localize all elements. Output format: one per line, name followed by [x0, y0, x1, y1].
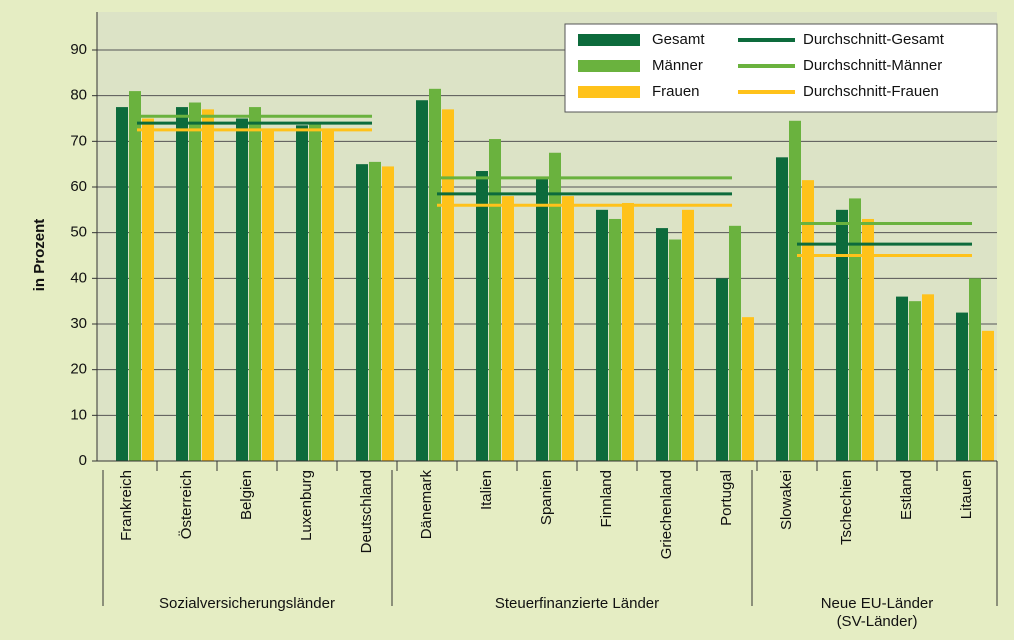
legend-label: Männer — [652, 57, 703, 74]
bar — [369, 161, 381, 461]
x-tick-label: Estland — [898, 470, 915, 520]
bar — [669, 239, 681, 461]
group-label: Neue EU-Länder (SV-Länder) — [820, 595, 934, 630]
bar — [416, 100, 428, 461]
bar — [656, 228, 668, 461]
x-tick-label: Tschechien — [838, 470, 855, 545]
y-tick-label: 40 — [70, 269, 87, 286]
bar — [476, 171, 488, 461]
x-tick-label: Slowakei — [778, 470, 795, 530]
bar — [742, 317, 754, 461]
y-tick-label: 50 — [70, 224, 87, 241]
bar — [716, 278, 728, 461]
x-tick-label: Luxenburg — [298, 470, 315, 541]
bar — [116, 107, 128, 461]
y-tick-label: 10 — [70, 406, 87, 423]
legend-swatch — [578, 86, 640, 98]
bar — [489, 139, 501, 462]
bar — [549, 152, 561, 461]
bar — [129, 91, 141, 461]
bar — [896, 296, 908, 461]
legend-label: Durchschnitt-Männer — [803, 57, 942, 74]
x-tick-label: Griechenland — [658, 470, 675, 559]
bar — [849, 198, 861, 461]
bar — [176, 107, 188, 461]
y-tick-label: 30 — [70, 315, 87, 332]
bar — [909, 301, 921, 461]
bar — [382, 166, 394, 461]
x-tick-label: Belgien — [238, 470, 255, 520]
legend-swatch — [578, 60, 640, 72]
bar — [249, 107, 261, 461]
y-tick-label: 80 — [70, 87, 87, 104]
bar — [356, 164, 368, 461]
y-tick-label: 0 — [79, 452, 87, 469]
x-tick-label: Österreich — [177, 470, 195, 539]
x-tick-label: Frankreich — [118, 470, 135, 541]
bar — [729, 225, 741, 461]
bar — [622, 202, 634, 461]
bar — [802, 180, 814, 461]
x-tick-label: Spanien — [538, 470, 555, 525]
bar — [502, 196, 514, 461]
x-tick-label: Dänemark — [418, 470, 435, 540]
legend-label: Durchschnitt-Gesamt — [803, 31, 945, 48]
bar — [982, 330, 994, 461]
bar — [142, 118, 154, 461]
y-tick-label: 70 — [70, 132, 87, 149]
bar — [322, 129, 334, 461]
y-tick-label: 20 — [70, 361, 87, 378]
x-tick-label: Deutschland — [358, 470, 375, 553]
bar — [862, 218, 874, 461]
y-tick-label: 90 — [70, 41, 87, 58]
bar — [202, 109, 214, 461]
bar — [789, 120, 801, 462]
bar — [429, 88, 441, 462]
bar — [562, 196, 574, 461]
legend-swatch — [578, 34, 640, 46]
bar — [442, 109, 454, 461]
x-tick-label: Portugal — [718, 470, 735, 526]
bar — [682, 209, 694, 461]
bar — [309, 123, 321, 462]
bar — [236, 118, 248, 461]
bar — [596, 209, 608, 461]
bar — [922, 294, 934, 461]
y-tick-label: 60 — [70, 178, 87, 195]
x-tick-label: Finnland — [598, 470, 615, 528]
bar — [609, 218, 621, 461]
bar — [956, 312, 968, 461]
bar — [969, 278, 981, 461]
bar — [536, 177, 548, 461]
bar — [189, 102, 201, 462]
y-axis-label: in Prozent — [31, 219, 48, 292]
legend-label: Frauen — [652, 83, 700, 100]
x-tick-label: Litauen — [958, 470, 975, 519]
bar — [296, 125, 308, 461]
bar — [262, 129, 274, 461]
x-tick-label: Italien — [478, 470, 495, 510]
legend-label: Durchschnitt-Frauen — [803, 83, 939, 100]
legend-label: Gesamt — [652, 31, 705, 48]
bar — [776, 157, 788, 462]
bar — [836, 209, 848, 461]
group-label: Sozialversicherungsländer — [159, 595, 335, 612]
group-label: Steuerfinanzierte Länder — [494, 595, 660, 612]
